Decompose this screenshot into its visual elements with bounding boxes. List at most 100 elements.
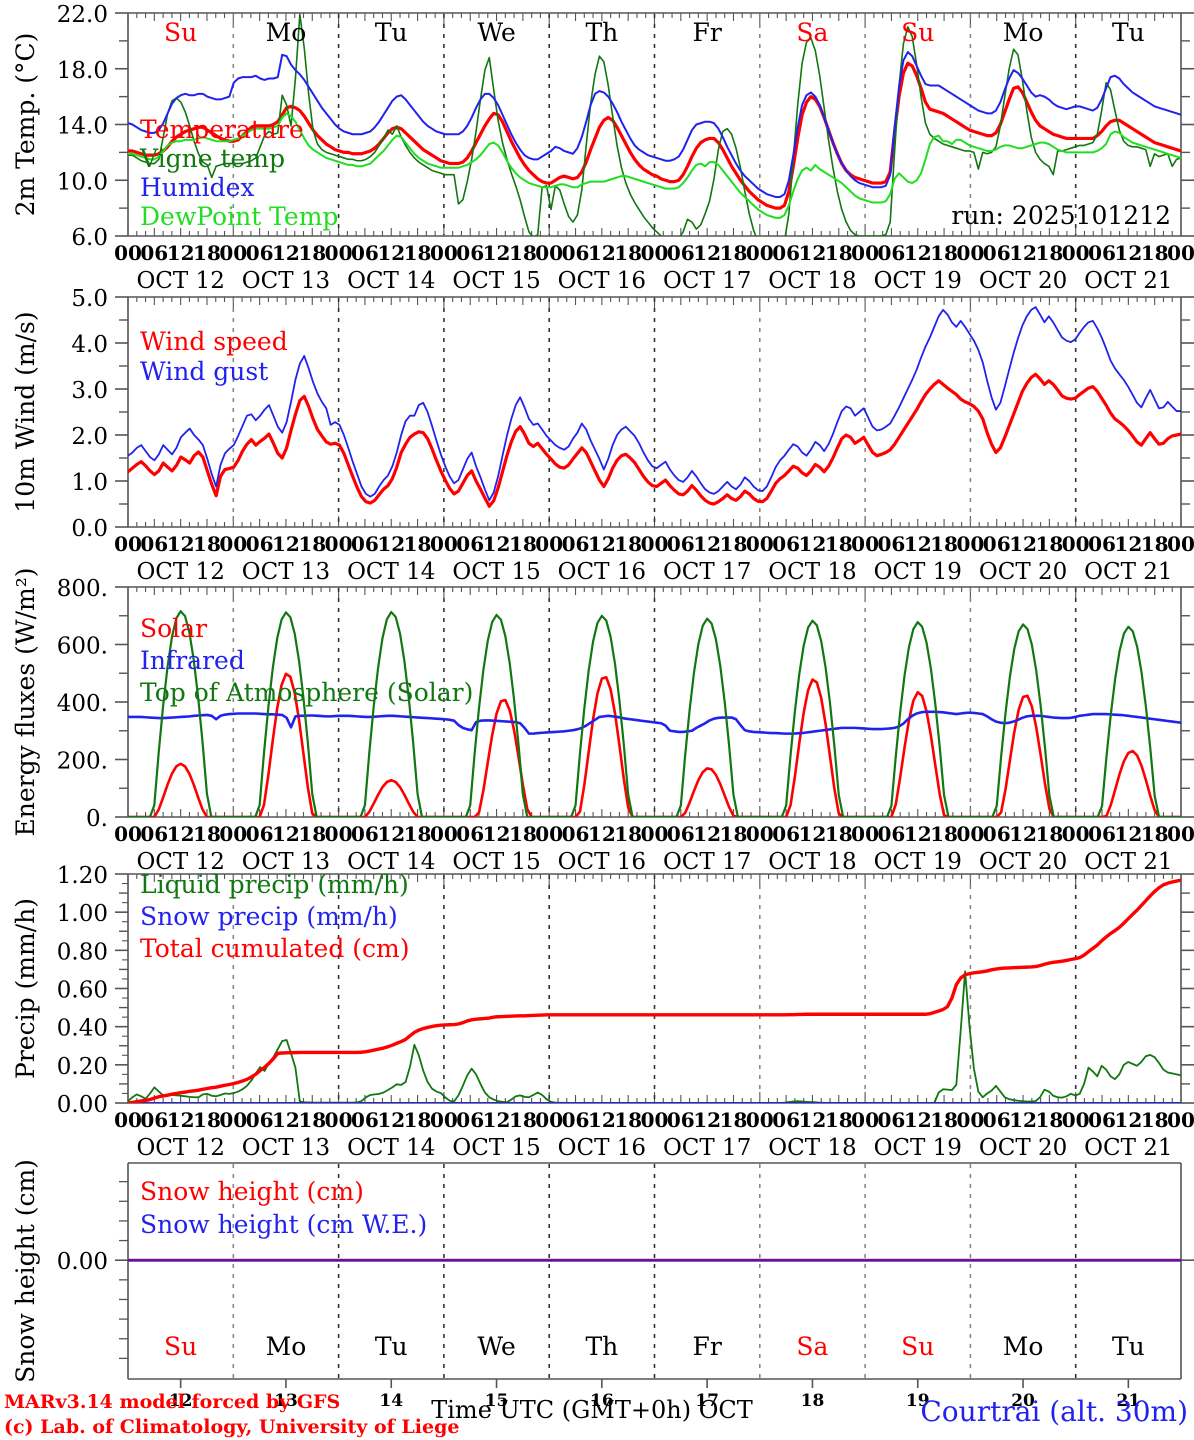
day-label: OCT 17 bbox=[663, 268, 751, 294]
dow-label: Fr bbox=[693, 1332, 722, 1361]
day-number-label: 20 bbox=[1011, 1391, 1035, 1411]
y-tick-label: 200. bbox=[57, 749, 108, 775]
hour-tick-label: 06 bbox=[667, 241, 695, 265]
hour-tick-label: 18 bbox=[825, 532, 853, 556]
hour-tick-label: 06 bbox=[456, 1108, 484, 1132]
hour-tick-label: 12 bbox=[693, 1108, 721, 1132]
day-number-label: 16 bbox=[590, 1391, 614, 1411]
legend-label-wind-gust: Wind gust bbox=[140, 357, 268, 386]
hour-tick-label: 12 bbox=[167, 1108, 195, 1132]
day-label: OCT 21 bbox=[1084, 1135, 1172, 1161]
hour-tick-label: 12 bbox=[1114, 822, 1142, 846]
series-line bbox=[128, 112, 1181, 219]
day-label: OCT 21 bbox=[1084, 849, 1172, 875]
hour-tick-label: 18 bbox=[825, 822, 853, 846]
hour-tick-label: 06 bbox=[562, 822, 590, 846]
hour-tick-label: 12 bbox=[1009, 241, 1037, 265]
y-tick-label: 5.0 bbox=[71, 286, 108, 312]
dow-label: Mo bbox=[1003, 18, 1044, 47]
hour-tick-label: 18 bbox=[193, 1108, 221, 1132]
day-label: OCT 17 bbox=[663, 559, 751, 585]
hour-tick-label: 00 bbox=[956, 822, 984, 846]
hour-tick-label: 06 bbox=[246, 1108, 274, 1132]
hour-tick-label: 12 bbox=[167, 532, 195, 556]
hour-tick-label: 12 bbox=[272, 822, 300, 846]
y-tick-label: 2.0 bbox=[71, 424, 108, 450]
day-label: OCT 12 bbox=[136, 559, 224, 585]
hour-tick-label: 18 bbox=[404, 532, 432, 556]
hour-tick-label: 18 bbox=[825, 1108, 853, 1132]
hour-tick-label: 12 bbox=[1114, 1108, 1142, 1132]
hour-tick-label: 06 bbox=[772, 241, 800, 265]
dow-label: Fr bbox=[693, 18, 722, 47]
hour-tick-label: 18 bbox=[298, 1108, 326, 1132]
hour-tick-label: 06 bbox=[140, 241, 168, 265]
day-number-label: 15 bbox=[485, 1391, 509, 1411]
hour-tick-label: 00 bbox=[956, 241, 984, 265]
dow-label: We bbox=[477, 1332, 515, 1361]
hour-tick-label: 06 bbox=[983, 822, 1011, 846]
site-label: Courtrai (alt. 30m) bbox=[920, 1395, 1188, 1428]
day-label: OCT 18 bbox=[768, 849, 856, 875]
day-label: OCT 12 bbox=[136, 849, 224, 875]
hour-tick-label: 06 bbox=[246, 822, 274, 846]
legend-label-snow-height-cm-w-e: Snow height (cm W.E.) bbox=[140, 1210, 427, 1239]
footer: MARv3.14 model forced by GFS (c) Lab. of … bbox=[4, 1391, 1188, 1438]
hour-tick-label: 00 bbox=[325, 1108, 353, 1132]
day-label: OCT 16 bbox=[558, 849, 646, 875]
dow-label: Su bbox=[901, 1332, 934, 1361]
y-tick-label: 1.20 bbox=[57, 863, 108, 889]
day-label: OCT 17 bbox=[663, 1135, 751, 1161]
hour-tick-label: 12 bbox=[272, 532, 300, 556]
day-label: OCT 19 bbox=[874, 1135, 962, 1161]
hour-tick-label: 06 bbox=[983, 532, 1011, 556]
hour-tick-label: 06 bbox=[1088, 1108, 1116, 1132]
legend-label-liquid-precip-mm-h: Liquid precip (mm/h) bbox=[140, 870, 409, 899]
y-tick-label: 0.40 bbox=[57, 1016, 108, 1042]
day-number-label: 18 bbox=[801, 1391, 825, 1411]
hour-tick-label: 12 bbox=[272, 241, 300, 265]
hour-tick-label: 06 bbox=[878, 241, 906, 265]
hour-tick-label: 12 bbox=[1009, 822, 1037, 846]
hour-tick-label: 12 bbox=[167, 241, 195, 265]
dow-label: Su bbox=[901, 18, 934, 47]
day-label: OCT 12 bbox=[136, 268, 224, 294]
hour-tick-label: 18 bbox=[1141, 822, 1169, 846]
day-label: OCT 20 bbox=[979, 1135, 1067, 1161]
hour-tick-label: 06 bbox=[456, 822, 484, 846]
day-label: OCT 20 bbox=[979, 268, 1067, 294]
dow-label: Th bbox=[585, 1332, 618, 1361]
panel-temperature: 6.0 10.0 14.0 18.0 22.0 2m Temp. (°C) Temperat… bbox=[11, 2, 1194, 294]
hour-tick-label: 12 bbox=[1009, 532, 1037, 556]
hour-tick-label: 18 bbox=[720, 241, 748, 265]
hour-tick-label: 18 bbox=[1035, 822, 1063, 846]
series-line bbox=[128, 372, 1181, 508]
y-tick-label: 0.00 bbox=[57, 1249, 108, 1275]
hour-tick-label: 06 bbox=[878, 822, 906, 846]
hour-tick-label: 12 bbox=[588, 822, 616, 846]
hour-tick-label: 00 bbox=[1062, 241, 1090, 265]
hour-tick-label: 18 bbox=[1141, 532, 1169, 556]
day-label: OCT 13 bbox=[242, 268, 330, 294]
legend-label-infrared: Infrared bbox=[140, 646, 245, 675]
hour-tick-label: 06 bbox=[140, 822, 168, 846]
y-tick-label: 0. bbox=[86, 806, 108, 832]
panel-wind: 0.0 1.0 2.0 3.0 4.0 5.0 10m Wind (m/s) Wind spe… bbox=[11, 286, 1194, 585]
hour-tick-label: 06 bbox=[456, 532, 484, 556]
hour-tick-label: 18 bbox=[404, 822, 432, 846]
hour-tick-label: 00 bbox=[1062, 822, 1090, 846]
day-label: OCT 12 bbox=[136, 1135, 224, 1161]
hour-tick-label: 00 bbox=[535, 241, 563, 265]
day-label: OCT 18 bbox=[768, 559, 856, 585]
dow-label: Mo bbox=[1003, 1332, 1044, 1361]
model-credit-line-1: MARv3.14 model forced by GFS bbox=[4, 1391, 340, 1413]
day-label: OCT 16 bbox=[558, 559, 646, 585]
hour-tick-label: 06 bbox=[667, 822, 695, 846]
hour-tick-label: 12 bbox=[377, 532, 405, 556]
dow-label: We bbox=[477, 18, 515, 47]
day-label: OCT 16 bbox=[558, 1135, 646, 1161]
day-number-label: 14 bbox=[379, 1391, 403, 1411]
hour-tick-label: 00 bbox=[1062, 532, 1090, 556]
y-axis-title: Snow height (cm) bbox=[11, 1159, 40, 1383]
hour-tick-label: 00 bbox=[325, 822, 353, 846]
